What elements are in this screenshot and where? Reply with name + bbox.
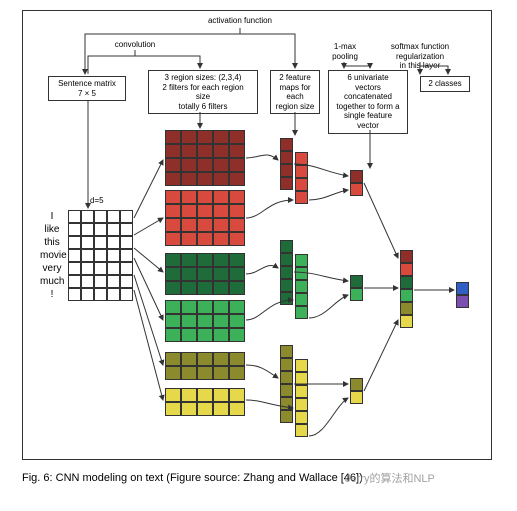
filter-grid-3 bbox=[165, 300, 245, 342]
figure-caption: Fig. 6: CNN modeling on text (Figure sou… bbox=[22, 472, 363, 484]
sentence-words: Ilikethismovieverymuch! bbox=[40, 210, 64, 301]
feature-col-2 bbox=[280, 240, 293, 305]
pooled-pair-1 bbox=[350, 275, 363, 301]
pooled-pair-0 bbox=[350, 170, 363, 196]
pooling-label: 1-max pooling bbox=[320, 42, 370, 61]
classes-box: 2 classes bbox=[420, 76, 470, 92]
output-vector bbox=[456, 282, 469, 308]
feature-col-0 bbox=[280, 138, 293, 190]
activation-label: activation function bbox=[180, 16, 300, 26]
sentence-box: Sentence matrix 7 × 5 bbox=[48, 76, 126, 101]
filter-grid-5 bbox=[165, 388, 245, 416]
d-label: d=5 bbox=[90, 196, 104, 206]
softmax-label: softmax function regularization in this … bbox=[380, 42, 460, 71]
feature-col-3 bbox=[295, 254, 308, 319]
input-matrix bbox=[68, 210, 133, 301]
filter-grid-4 bbox=[165, 352, 245, 380]
filter-grid-1 bbox=[165, 190, 245, 246]
feature-col-1 bbox=[295, 152, 308, 204]
pooled-pair-2 bbox=[350, 378, 363, 404]
feature-col-5 bbox=[295, 359, 308, 437]
feature-col-4 bbox=[280, 345, 293, 423]
filters-box: 3 region sizes: (2,3,4) 2 filters for ea… bbox=[148, 70, 258, 114]
concat-vector bbox=[400, 250, 413, 328]
filter-grid-0 bbox=[165, 130, 245, 186]
filter-grid-2 bbox=[165, 253, 245, 295]
convolution-label: convolution bbox=[95, 40, 175, 50]
concat-box: 6 univariate vectors concatenated togeth… bbox=[328, 70, 408, 134]
watermark: Jerry的算法和NLP bbox=[345, 470, 435, 486]
featuremaps-box: 2 feature maps for each region size bbox=[270, 70, 320, 114]
